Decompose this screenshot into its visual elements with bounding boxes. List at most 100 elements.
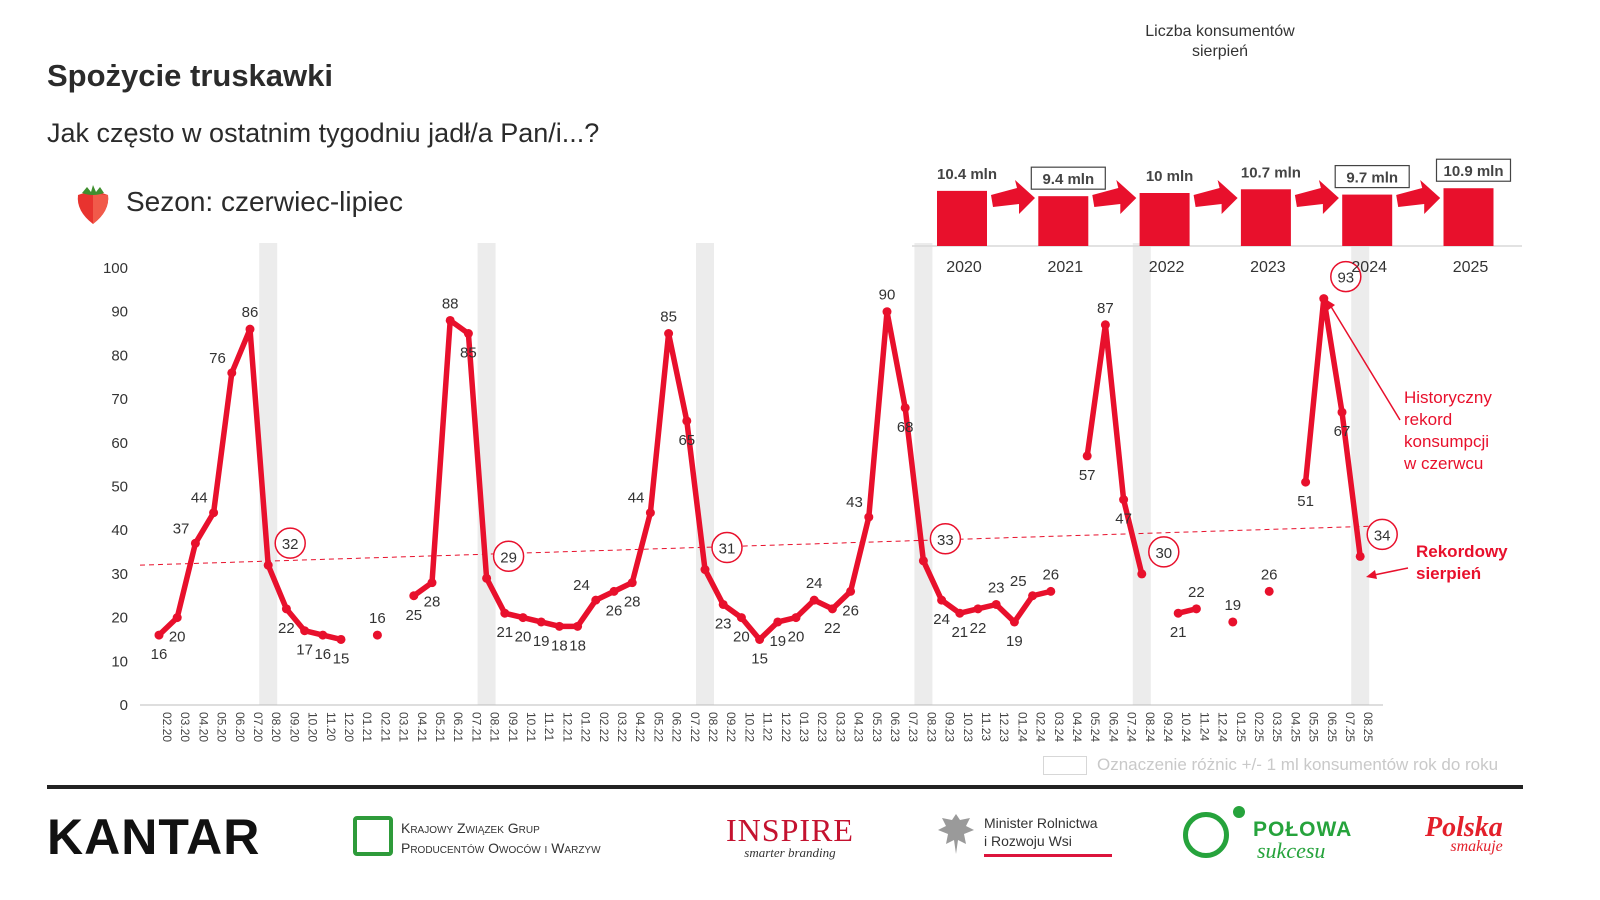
data-point (573, 621, 583, 631)
data-point (190, 538, 200, 548)
x-tick-label: 03.21 (397, 712, 411, 742)
x-tick-label: 02.23 (815, 712, 829, 742)
x-tick-label: 10.24 (1179, 712, 1193, 742)
data-label: 29 (500, 549, 517, 566)
data-point (172, 613, 182, 623)
kzgp-mark-icon (353, 816, 393, 856)
kzgp-line1: Krajowy Związek Grup (401, 820, 540, 836)
trend-line (139, 525, 1384, 566)
inspire-logo: INSPIRE smarter branding (726, 812, 854, 861)
data-label: 20 (515, 629, 532, 646)
consumer-bar-label: 10.9 mln (1443, 163, 1503, 180)
data-label: 85 (460, 345, 477, 362)
x-tick-label: 06.25 (1325, 712, 1339, 742)
data-label: 20 (788, 629, 805, 646)
x-tick-label: 05.20 (215, 712, 229, 742)
consumer-year-label: 2024 (1351, 259, 1387, 276)
data-label: 16 (151, 646, 168, 663)
data-point (1337, 407, 1347, 417)
x-tick-label: 05.23 (870, 712, 884, 742)
x-tick-label: 05.22 (651, 712, 665, 742)
inspire-tagline: smarter branding (744, 845, 836, 860)
august-band (259, 243, 278, 705)
y-tick-label: 90 (111, 304, 128, 321)
circled-label-ring (1330, 260, 1362, 293)
data-point (1137, 569, 1147, 579)
x-tick-label: 05.25 (1307, 712, 1321, 742)
annotation-record-june: Historyczny (1404, 388, 1492, 407)
data-point (209, 508, 219, 518)
data-point (882, 307, 892, 317)
x-tick-label: 07.24 (1125, 712, 1139, 742)
data-point (1191, 604, 1201, 614)
x-tick-label: 04.23 (852, 712, 866, 742)
x-tick-label: 07.20 (251, 712, 265, 742)
consumer-bar (1240, 189, 1291, 246)
circled-label-ring (1148, 536, 1180, 568)
series-line (156, 326, 344, 643)
polowa-line1: POŁOWA (1253, 818, 1353, 841)
data-label: 17 (296, 642, 313, 659)
data-point (245, 324, 255, 334)
consumer-year-label: 2021 (1048, 259, 1084, 276)
consumer-bar (1038, 196, 1089, 246)
data-label: 28 (624, 594, 641, 611)
x-tick-label: 12.21 (560, 712, 574, 742)
data-point (827, 604, 837, 614)
data-label: 68 (897, 419, 914, 436)
data-label: 15 (751, 650, 768, 667)
x-tick-label: 06.22 (670, 712, 684, 742)
data-label: 22 (824, 620, 841, 637)
y-tick-label: 70 (111, 391, 128, 408)
circled-label-ring (274, 527, 306, 559)
x-tick-label: 03.20 (178, 712, 192, 742)
consumer-label-box (1334, 164, 1410, 189)
data-point (1319, 294, 1329, 304)
august-band (1132, 243, 1151, 705)
season-label: Sezon: czerwiec-lipiec (126, 186, 403, 217)
data-point (281, 604, 291, 614)
data-label: 20 (733, 629, 750, 646)
data-label: 31 (719, 541, 736, 558)
x-tick-label: 11.22 (761, 712, 775, 741)
consumer-label-box (1030, 166, 1106, 190)
data-point (482, 573, 492, 583)
ministry-line2: i Rozwoju Wsi (984, 833, 1072, 849)
arrow-right-icon (991, 180, 1035, 214)
series-line (1302, 295, 1363, 560)
data-point (973, 604, 983, 614)
x-tick-label: 02.22 (597, 712, 611, 742)
y-tick-label: 60 (111, 435, 128, 452)
polowa-ring-icon (1183, 812, 1229, 858)
x-tick-label: 10.22 (742, 712, 756, 742)
data-label: 37 (173, 520, 190, 537)
data-label: 24 (573, 577, 590, 594)
data-label: 65 (678, 432, 695, 449)
data-label: 22 (278, 620, 295, 637)
data-point (809, 595, 819, 605)
arrow-right-icon (1396, 180, 1441, 214)
data-point (955, 608, 965, 618)
data-point (445, 315, 455, 325)
data-label: 51 (1297, 493, 1314, 510)
y-tick-label: 40 (111, 522, 128, 539)
strawberry-icon (77, 185, 109, 224)
data-point (664, 329, 674, 339)
x-tick-label: 11.23 (979, 712, 993, 741)
x-tick-label: 09.21 (506, 712, 520, 742)
x-tick-label: 06.20 (233, 712, 247, 742)
data-label: 16 (369, 610, 386, 627)
data-label: 24 (933, 611, 950, 628)
x-tick-label: 05.24 (1088, 712, 1102, 742)
consumer-year-label: 2025 (1453, 259, 1489, 276)
arrow-right-icon (1294, 180, 1339, 214)
data-label: 19 (533, 633, 550, 650)
data-label: 19 (769, 633, 786, 650)
x-tick-label: 07.22 (688, 712, 702, 742)
august-band (914, 243, 933, 705)
data-label: 47 (1115, 511, 1132, 528)
data-point (700, 565, 710, 575)
data-point (645, 508, 655, 518)
data-point (1082, 451, 1092, 461)
